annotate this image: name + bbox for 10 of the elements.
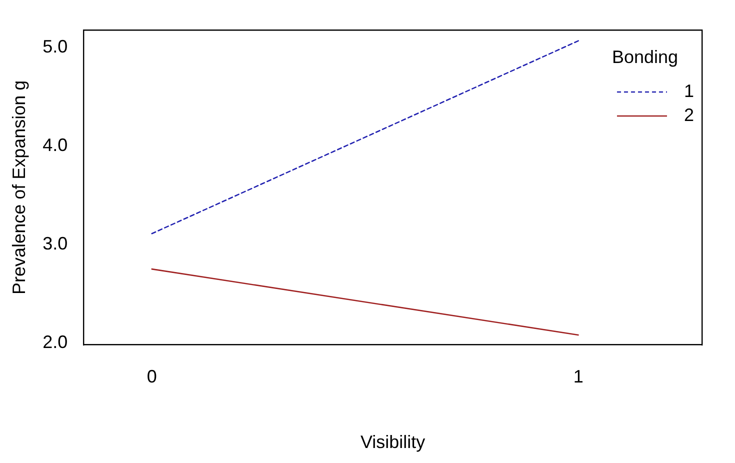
x-tick-label: 0 — [146, 366, 157, 387]
y-tick-label: 2.0 — [42, 332, 68, 352]
legend-title: Bonding — [612, 46, 678, 67]
legend-label: 1 — [684, 80, 694, 101]
x-axis-title: Visibility — [360, 432, 426, 452]
y-tick-label: 4.0 — [42, 135, 68, 156]
y-tick-label: 3.0 — [42, 233, 68, 254]
legend-label: 2 — [684, 104, 694, 125]
y-tick-label: 5.0 — [42, 36, 68, 57]
y-axis-title: Prevalence of Expansion g — [8, 80, 29, 294]
